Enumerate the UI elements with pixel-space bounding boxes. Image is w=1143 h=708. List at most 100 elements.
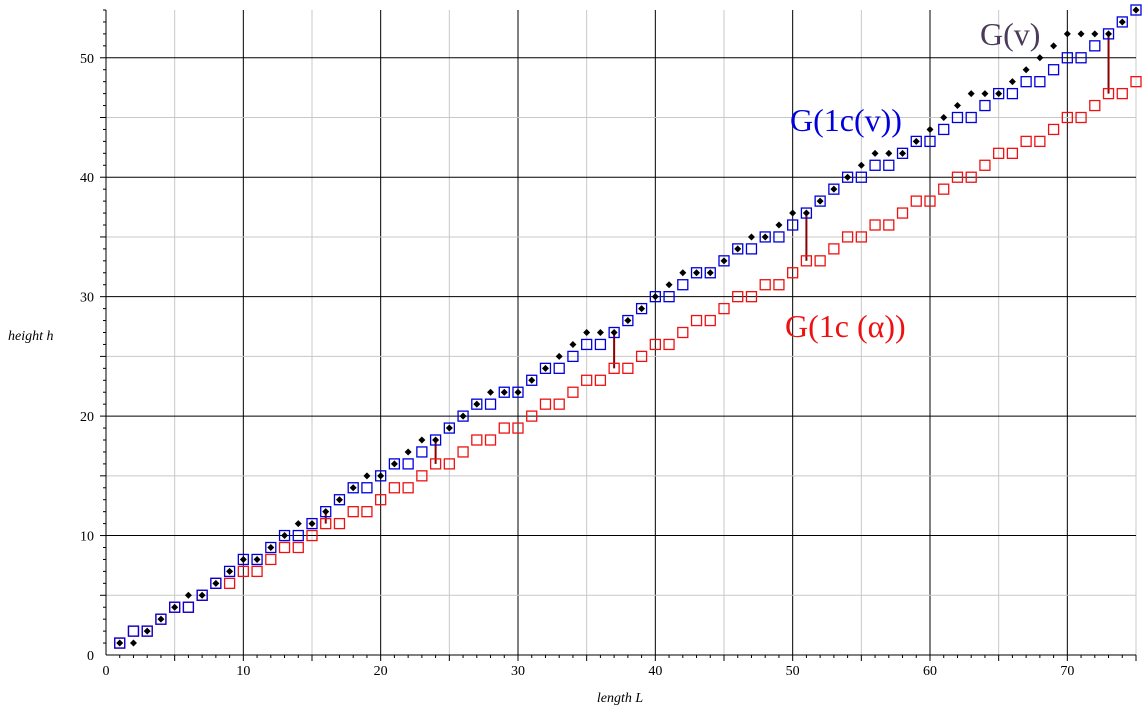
point-g-1c-alpha (333, 517, 346, 530)
point-g-1c-v (924, 135, 936, 148)
x-tick-label: 70 (1060, 664, 1074, 679)
point-g-1c-alpha (1020, 135, 1032, 148)
point-g-v (308, 520, 316, 528)
point-g-v (335, 496, 343, 504)
point-g-v (555, 352, 563, 360)
point-g-v (967, 90, 975, 98)
point-g-v (1118, 18, 1126, 26)
point-g-v (912, 137, 920, 145)
point-g-1c-v (388, 458, 401, 470)
point-g-1c-v (855, 171, 867, 183)
point-g-1c-v (526, 374, 538, 386)
point-g-1c-alpha (182, 601, 195, 613)
point-g-1c-v (732, 243, 744, 255)
point-g-v (651, 293, 659, 301)
point-g-1c-v (539, 362, 552, 374)
point-g-1c-v (979, 99, 991, 112)
point-g-1c-alpha (361, 506, 373, 518)
point-g-1c-alpha (828, 243, 840, 255)
point-g-1c-alpha (841, 231, 854, 243)
point-g-1c-v (773, 231, 785, 243)
point-g-1c-v (1116, 16, 1128, 28)
point-g-v (926, 125, 934, 133)
point-g-v (706, 269, 714, 277)
point-g-v (322, 508, 330, 516)
point-g-1c-v (471, 398, 483, 410)
point-g-1c-v (993, 87, 1005, 100)
point-g-1c-v (951, 111, 964, 124)
y-tick-label: 10 (80, 530, 94, 545)
x-tick-label: 50 (786, 664, 800, 679)
gap-connectors (324, 33, 1110, 524)
point-g-1c-v (375, 470, 387, 482)
point-g-v (541, 364, 549, 372)
point-g-1c-v (800, 207, 813, 219)
point-g-1c-alpha (622, 362, 634, 374)
point-g-1c-v (429, 434, 442, 446)
point-g-v (459, 412, 467, 420)
point-g-1c-v (223, 565, 236, 578)
point-g-v (610, 329, 618, 336)
point-g-1c-alpha (993, 147, 1005, 159)
point-g-1c-v (402, 458, 414, 470)
point-g-1c-v (814, 195, 826, 207)
point-g-1c-alpha (375, 494, 387, 506)
point-g-v (775, 221, 783, 229)
point-g-v (761, 233, 769, 241)
point-g-v (377, 472, 385, 480)
point-g-v (899, 149, 907, 157)
point-g-v (802, 209, 810, 217)
point-g-v (253, 555, 261, 563)
point-g-v (445, 424, 453, 432)
point-g-1c-alpha (979, 159, 991, 171)
point-g-1c-alpha (581, 374, 593, 386)
point-g-v (418, 436, 426, 444)
x-tick-label: 60 (923, 664, 937, 679)
point-g-1c-alpha (1047, 123, 1060, 136)
point-g-1c-alpha (745, 291, 758, 303)
point-g-1c-v (759, 231, 771, 243)
grid (106, 10, 1137, 655)
point-g-v (473, 400, 481, 408)
point-g-v (844, 173, 852, 181)
point-g-1c-alpha (237, 565, 249, 578)
point-g-1c-alpha (1116, 87, 1128, 100)
point-g-1c-v (251, 553, 263, 566)
data-points (114, 4, 1142, 649)
point-g-v (294, 520, 302, 528)
point-g-v (665, 281, 673, 289)
point-g-v (129, 639, 137, 647)
point-g-1c-alpha (924, 195, 936, 207)
point-g-v (1077, 30, 1085, 38)
point-g-1c-alpha (416, 470, 428, 482)
point-g-v (1050, 42, 1058, 50)
series-label-g-1ca: G(1c (α)) (785, 308, 906, 344)
point-g-1c-v (828, 183, 840, 195)
point-g-v (226, 567, 234, 575)
point-g-1c-alpha (320, 517, 332, 530)
point-g-v (1022, 66, 1030, 74)
point-g-v (198, 591, 206, 599)
point-g-1c-v (581, 338, 593, 351)
point-g-1c-v (457, 410, 469, 422)
point-g-v (1008, 78, 1016, 86)
point-g-1c-v (265, 541, 277, 554)
point-g-1c-alpha (127, 625, 140, 637)
point-g-1c-alpha (1089, 99, 1101, 112)
point-g-v (624, 317, 632, 325)
point-g-1c-v (1034, 76, 1046, 88)
point-g-1c-alpha (938, 183, 950, 195)
point-g-v (514, 388, 522, 396)
point-g-v (638, 305, 646, 313)
point-g-1c-alpha (265, 553, 277, 566)
point-g-1c-v (1102, 28, 1115, 40)
point-g-v (363, 472, 371, 480)
point-g-1c-v (498, 386, 510, 398)
point-g-v (404, 448, 412, 456)
point-g-v (171, 603, 179, 611)
point-g-1c-alpha (608, 362, 620, 374)
point-g-1c-alpha (663, 338, 675, 351)
point-g-1c-alpha (402, 482, 414, 494)
point-g-v (679, 269, 687, 277)
point-g-1c-v (677, 279, 689, 291)
